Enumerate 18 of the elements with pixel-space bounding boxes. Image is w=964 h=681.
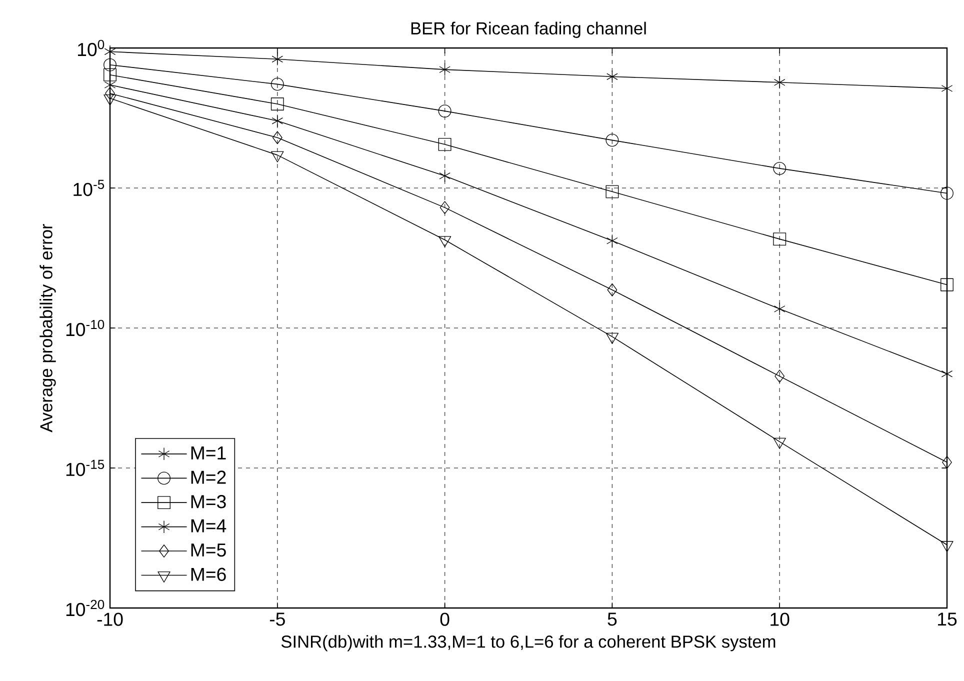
legend-label: M=4 bbox=[191, 519, 226, 532]
legend-label: M=2 bbox=[191, 470, 226, 484]
legend-label: M=5 bbox=[191, 544, 226, 557]
x-tick-label: 15 bbox=[938, 612, 957, 626]
y-tick-label: 10$^{-5}$ bbox=[74, 180, 104, 196]
x-tick-label: 10 bbox=[770, 612, 790, 626]
x-tick-label: -5 bbox=[270, 612, 285, 626]
chart-title: BER for Ricean fading channel bbox=[411, 22, 646, 38]
y-tick-label: 10$^{-15}$ bbox=[66, 460, 104, 476]
x-axis-title: SINR(db)with m=1.33,M=1 to 6,L=6 for a coherent BPSK system bbox=[281, 635, 776, 652]
legend-label: M=1 bbox=[191, 446, 226, 460]
legend-label: M=3 bbox=[191, 495, 226, 508]
y-tick-label: 10$^{0}$ bbox=[78, 40, 104, 56]
legend-label: M=6 bbox=[191, 568, 226, 581]
y-tick-label: 10$^{-10}$ bbox=[66, 320, 104, 336]
x-tick-label: 0 bbox=[440, 612, 450, 626]
y-axis-title: Average probability of error bbox=[40, 224, 56, 432]
x-tick-label: 5 bbox=[608, 612, 617, 626]
